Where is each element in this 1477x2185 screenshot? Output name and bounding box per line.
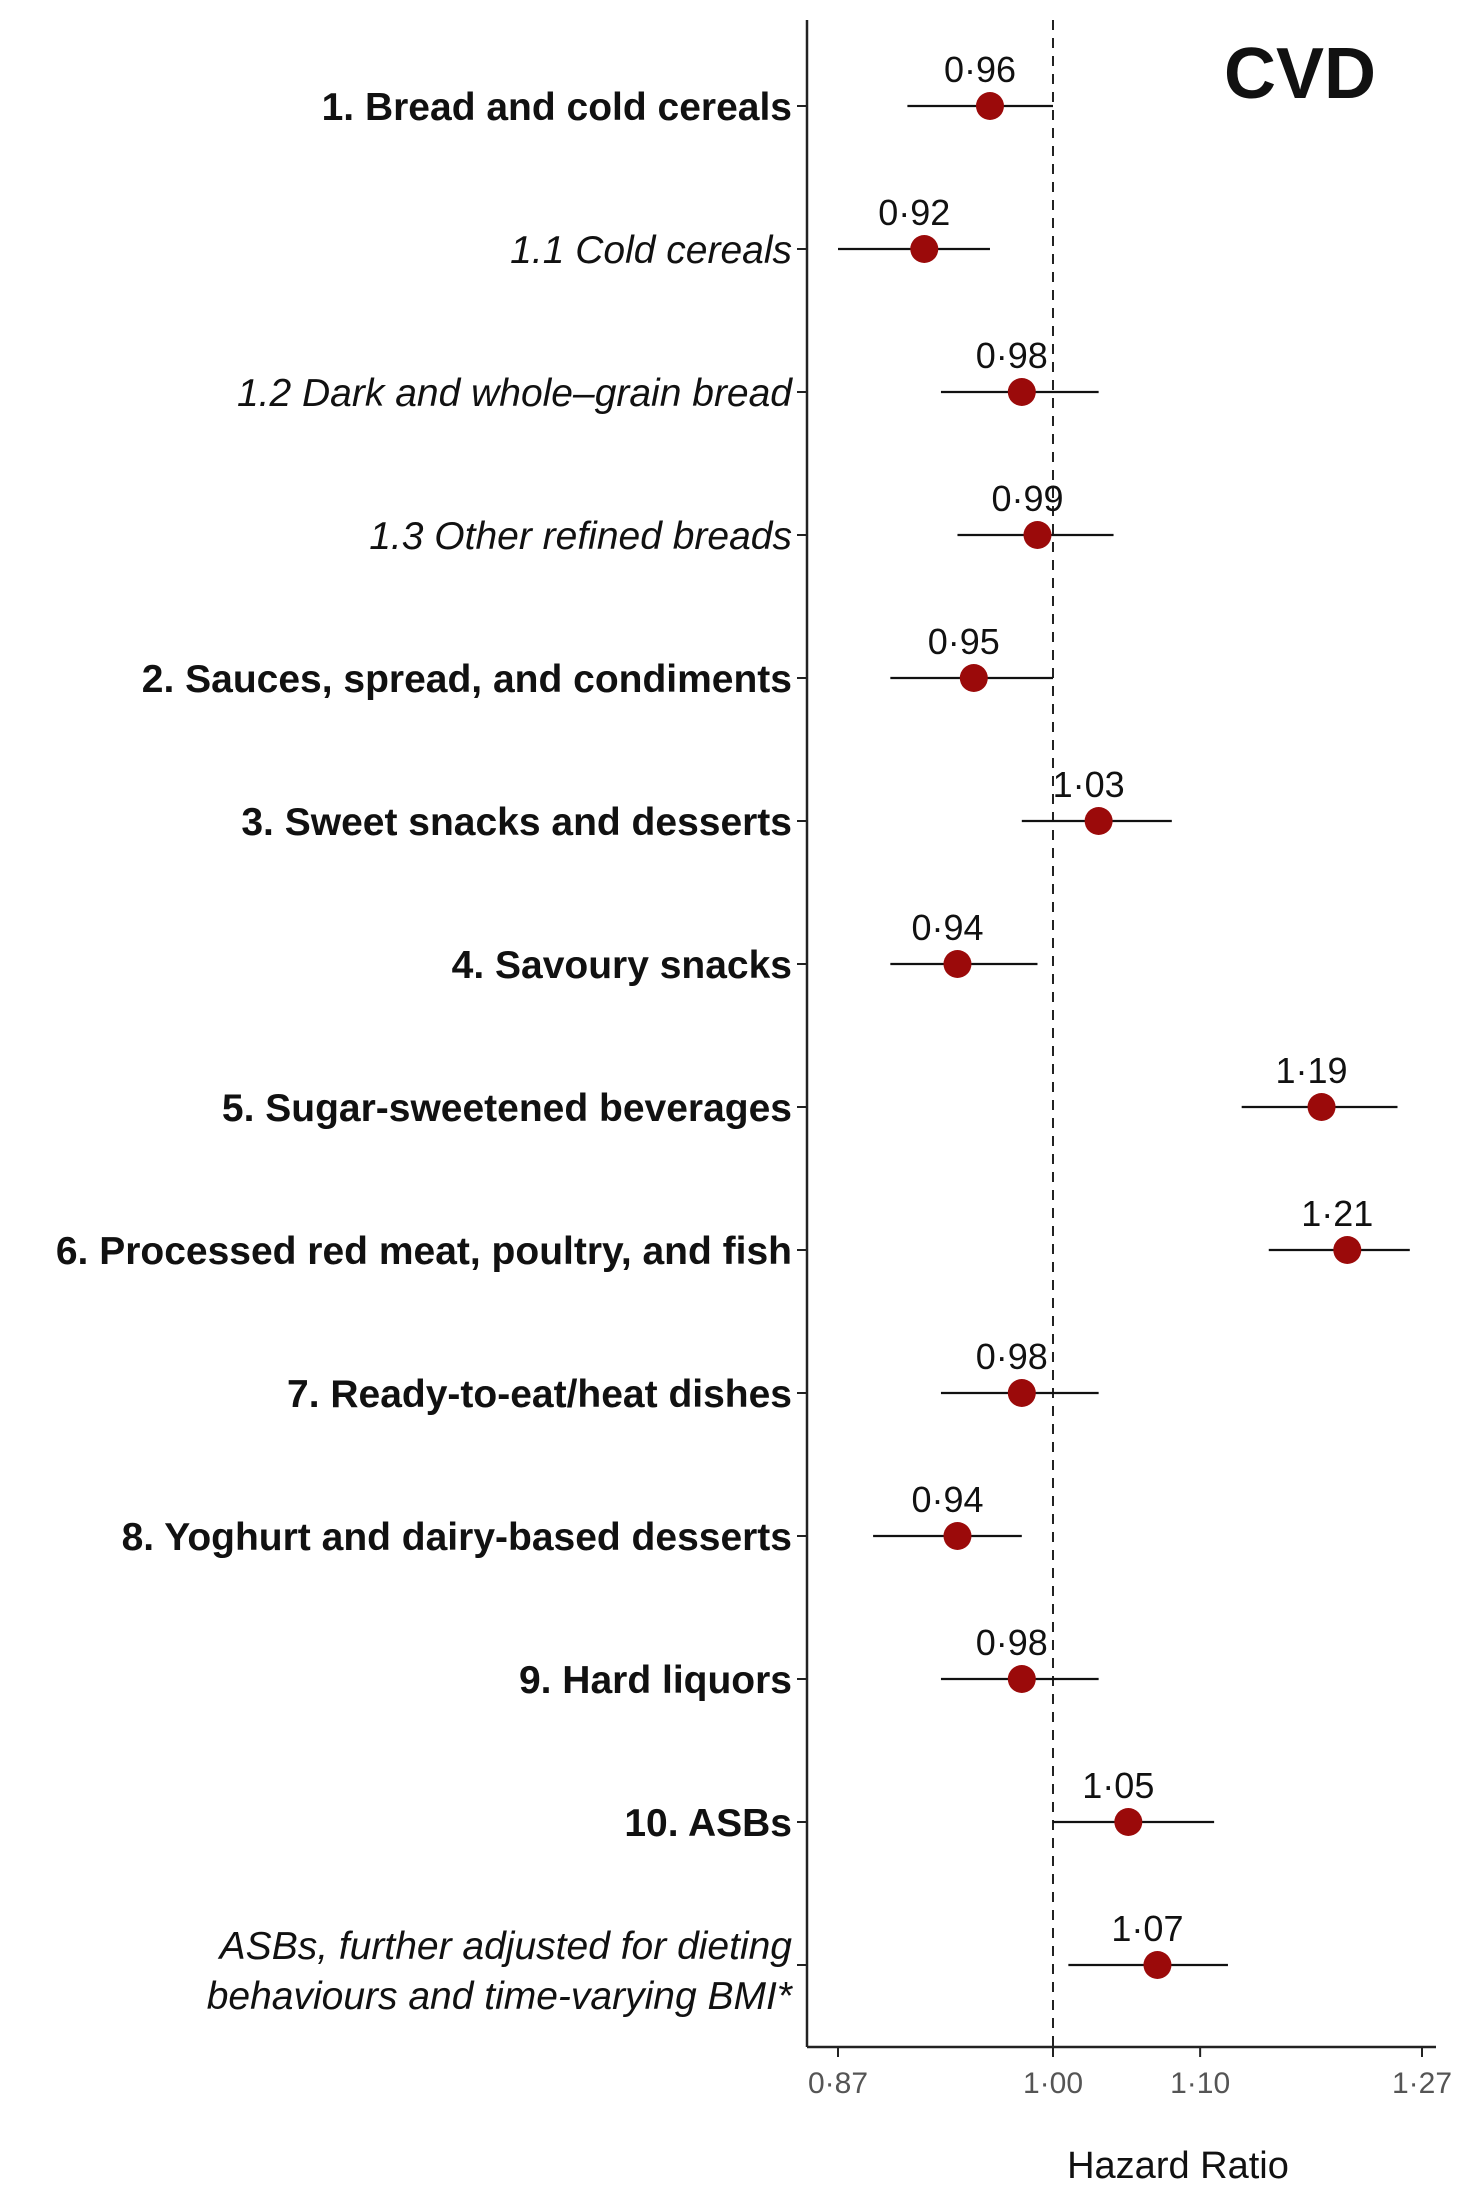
row-label: 5. Sugar-sweetened beverages bbox=[222, 1087, 792, 1130]
hr-point bbox=[1007, 378, 1036, 406]
hr-point bbox=[1307, 1093, 1336, 1121]
forest-row: 6. Processed red meat, poultry, and fish… bbox=[56, 1193, 1410, 1273]
hr-point bbox=[1084, 807, 1113, 835]
row-label: 6. Processed red meat, poultry, and fish bbox=[56, 1230, 792, 1273]
hr-value-label: 0·92 bbox=[878, 192, 950, 233]
forest-row: 4. Savoury snacks 0·94 bbox=[452, 907, 1038, 987]
x-tick-label: 1·00 bbox=[1023, 2067, 1083, 2100]
x-tick-label: 1·27 bbox=[1392, 2067, 1452, 2100]
hr-point bbox=[1143, 1951, 1172, 1979]
hr-point bbox=[959, 664, 988, 692]
row-label: 9. Hard liquors bbox=[519, 1659, 792, 1702]
hr-value-label: 1·07 bbox=[1111, 1908, 1183, 1949]
forest-row: 2. Sauces, spread, and condiments 0·95 bbox=[142, 621, 1053, 701]
row-label: 3. Sweet snacks and desserts bbox=[241, 801, 792, 844]
forest-row: 8. Yoghurt and dairy-based desserts 0·94 bbox=[122, 1479, 1022, 1559]
row-label: 4. Savoury snacks bbox=[452, 944, 792, 987]
hr-point bbox=[1007, 1665, 1036, 1693]
x-tick-label: 0·87 bbox=[808, 2067, 868, 2100]
forest-row: ASBs, further adjusted for dieting behavi… bbox=[207, 1908, 1228, 2018]
forest-row: 1.1 Cold cereals 0·92 bbox=[510, 192, 990, 272]
row-label: ASBs, further adjusted for dieting behavi… bbox=[207, 1925, 794, 2018]
hr-point bbox=[1333, 1236, 1362, 1264]
hr-point bbox=[910, 235, 939, 263]
hr-value-label: 1·21 bbox=[1301, 1193, 1373, 1234]
forest-row: 1.3 Other refined breads 0·99 bbox=[369, 478, 1114, 558]
x-axis-title: Hazard Ratio bbox=[1067, 2145, 1289, 2185]
hr-point bbox=[975, 92, 1004, 120]
row-label: 10. ASBs bbox=[624, 1802, 792, 1845]
row-label: 1.1 Cold cereals bbox=[510, 229, 792, 272]
hr-point bbox=[943, 950, 972, 978]
hr-value-label: 0·94 bbox=[911, 907, 983, 948]
hr-point bbox=[1007, 1379, 1036, 1407]
forest-row: 7. Ready-to-eat/heat dishes 0·98 bbox=[287, 1336, 1099, 1416]
forest-row: 9. Hard liquors 0·98 bbox=[519, 1622, 1099, 1702]
forest-row: 1. Bread and cold cereals 0·96 bbox=[322, 49, 1053, 129]
x-tick-label: 1·10 bbox=[1170, 2067, 1230, 2100]
hr-value-label: 0·95 bbox=[928, 621, 1000, 662]
row-label: 1.3 Other refined breads bbox=[369, 515, 792, 558]
hr-point bbox=[1114, 1808, 1143, 1836]
forest-row: 5. Sugar-sweetened beverages 1·19 bbox=[222, 1050, 1398, 1130]
row-label: 7. Ready-to-eat/heat dishes bbox=[287, 1373, 792, 1416]
hr-value-label: 1·19 bbox=[1276, 1050, 1348, 1091]
chart-title: CVD bbox=[1224, 34, 1376, 114]
row-label: 1.2 Dark and whole–grain bread bbox=[237, 372, 793, 415]
forest-row: 1.2 Dark and whole–grain bread 0·98 bbox=[237, 335, 1099, 415]
hr-value-label: 0·98 bbox=[976, 1336, 1048, 1377]
row-label: 8. Yoghurt and dairy-based desserts bbox=[122, 1516, 792, 1559]
hr-value-label: 0·98 bbox=[976, 335, 1048, 376]
hr-point bbox=[1023, 521, 1052, 549]
hr-value-label: 0·99 bbox=[991, 478, 1063, 519]
hr-value-label: 1·05 bbox=[1082, 1765, 1154, 1806]
hr-value-label: 0·98 bbox=[976, 1622, 1048, 1663]
hr-value-label: 0·94 bbox=[911, 1479, 983, 1520]
row-label: 1. Bread and cold cereals bbox=[322, 86, 792, 129]
forest-row: 3. Sweet snacks and desserts 1·03 bbox=[241, 764, 1172, 844]
forest-row: 10. ASBs 1·05 bbox=[624, 1765, 1215, 1845]
hr-value-label: 1·03 bbox=[1053, 764, 1125, 805]
row-label: 2. Sauces, spread, and condiments bbox=[142, 658, 792, 701]
hr-value-label: 0·96 bbox=[944, 49, 1016, 90]
hr-point bbox=[943, 1522, 972, 1550]
